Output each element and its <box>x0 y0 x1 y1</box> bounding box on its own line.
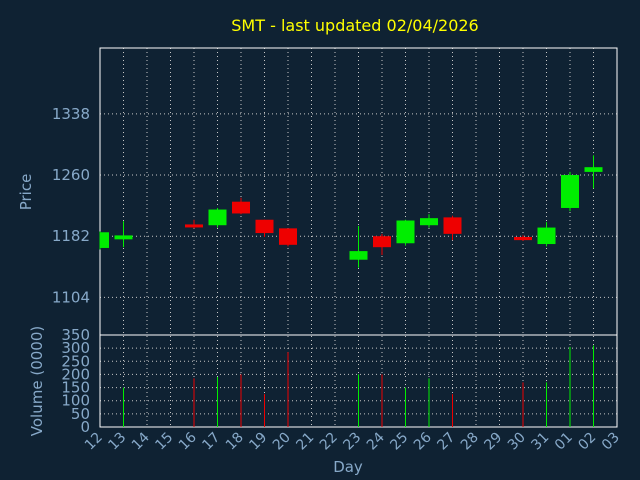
candle-body <box>279 228 297 245</box>
volume-tick-label: 300 <box>61 339 90 357</box>
volume-bars <box>123 345 594 427</box>
volume-tick-label: 250 <box>61 352 90 370</box>
price-axis-label: Price <box>17 174 35 211</box>
x-tick-label: 29 <box>481 430 505 454</box>
volume-tick-label: 350 <box>61 326 90 344</box>
candle-body <box>100 232 109 248</box>
price-tick-label: 1104 <box>52 288 90 306</box>
candle-body <box>349 251 368 260</box>
candle-body <box>396 220 415 244</box>
x-tick-label: 17 <box>199 430 223 454</box>
x-tick-label: 16 <box>176 429 200 453</box>
candle-body <box>208 209 227 226</box>
x-tick-label: 26 <box>411 429 435 453</box>
price-tick-label: 1182 <box>52 227 90 245</box>
volume-tick-label: 200 <box>61 365 90 383</box>
volume-tick-label: 0 <box>80 418 90 436</box>
candle-body <box>443 217 462 234</box>
x-tick-label: 24 <box>364 429 388 453</box>
x-tick-label: 02 <box>575 430 599 454</box>
volume-axis-label: Volume (0000) <box>28 326 46 436</box>
candle-body <box>114 235 133 240</box>
price-tick-label: 1260 <box>52 166 90 184</box>
price-tick-label: 1338 <box>52 105 90 123</box>
x-axis-label: Day <box>333 458 363 476</box>
candle-body <box>584 167 603 172</box>
x-tick-label: 30 <box>505 430 529 454</box>
candle-body <box>537 227 556 245</box>
x-tick-label: 15 <box>152 430 176 454</box>
price-panel-frame <box>99 47 618 336</box>
candle-body <box>514 236 532 241</box>
x-tick-label: 31 <box>528 430 552 454</box>
volume-tick-label: 100 <box>61 392 90 410</box>
volume-tick-label: 50 <box>71 405 90 423</box>
x-tick-label: 23 <box>340 430 364 454</box>
chart-title: SMT - last updated 02/04/2026 <box>231 16 478 35</box>
volume-tick-label: 150 <box>61 379 90 397</box>
x-tick-label: 01 <box>552 430 576 454</box>
x-tick-label: 18 <box>223 430 247 454</box>
x-tick-label: 27 <box>434 430 458 454</box>
x-tick-label: 14 <box>129 429 153 453</box>
x-tick-label: 19 <box>246 430 270 454</box>
candle-body <box>255 219 274 234</box>
candle-body <box>373 236 391 248</box>
x-tick-label: 28 <box>458 430 482 454</box>
x-tick-label: 22 <box>317 430 341 454</box>
price-candles <box>99 155 603 268</box>
candle-body <box>561 175 579 208</box>
candle-body <box>232 201 250 214</box>
x-tick-label: 13 <box>105 430 129 454</box>
x-tick-label: 21 <box>293 430 317 454</box>
x-tick-label: 20 <box>270 430 294 454</box>
candle-body <box>185 224 203 228</box>
candle-body <box>420 218 438 226</box>
x-tick-label: 25 <box>387 430 411 454</box>
x-tick-label: 03 <box>599 430 623 454</box>
